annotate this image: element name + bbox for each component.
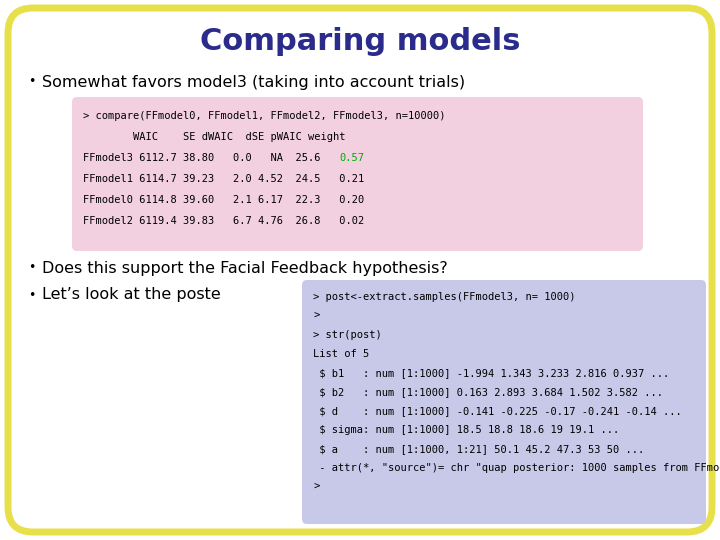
FancyBboxPatch shape <box>8 8 712 532</box>
Text: >: > <box>313 311 319 321</box>
Text: FFmodel1 6114.7 39.23   2.0 4.52  24.5   0.21: FFmodel1 6114.7 39.23 2.0 4.52 24.5 0.21 <box>83 174 364 184</box>
Text: List of 5: List of 5 <box>313 349 369 359</box>
Text: > str(post): > str(post) <box>313 330 382 340</box>
FancyBboxPatch shape <box>302 280 706 524</box>
Text: $ d    : num [1:1000] -0.141 -0.225 -0.17 -0.241 -0.14 ...: $ d : num [1:1000] -0.141 -0.225 -0.17 -… <box>313 406 682 416</box>
Text: WAIC    SE dWAIC  dSE pWAIC weight: WAIC SE dWAIC dSE pWAIC weight <box>83 132 346 142</box>
Text: •: • <box>28 288 35 301</box>
Text: Does this support the Facial Feedback hypothesis?: Does this support the Facial Feedback hy… <box>42 260 448 275</box>
Text: FFmodel0 6114.8 39.60   2.1 6.17  22.3   0.20: FFmodel0 6114.8 39.60 2.1 6.17 22.3 0.20 <box>83 195 364 205</box>
Text: > compare(FFmodel0, FFmodel1, FFmodel2, FFmodel3, n=10000): > compare(FFmodel0, FFmodel1, FFmodel2, … <box>83 111 446 121</box>
Text: $ a    : num [1:1000, 1:21] 50.1 45.2 47.3 53 50 ...: $ a : num [1:1000, 1:21] 50.1 45.2 47.3 … <box>313 444 644 454</box>
Text: > post<-extract.samples(FFmodel3, n= 1000): > post<-extract.samples(FFmodel3, n= 100… <box>313 292 575 302</box>
Text: FFmodel2 6119.4 39.83   6.7 4.76  26.8   0.02: FFmodel2 6119.4 39.83 6.7 4.76 26.8 0.02 <box>83 216 364 226</box>
FancyBboxPatch shape <box>72 97 643 251</box>
Text: 0.57: 0.57 <box>340 153 364 163</box>
Text: Comparing models: Comparing models <box>199 28 521 57</box>
Text: - attr(*, "source")= chr "quap posterior: 1000 samples from FFmodel3": - attr(*, "source")= chr "quap posterior… <box>313 463 720 473</box>
Text: $ sigma: num [1:1000] 18.5 18.8 18.6 19 19.1 ...: $ sigma: num [1:1000] 18.5 18.8 18.6 19 … <box>313 425 619 435</box>
Text: Somewhat favors model3 (taking into account trials): Somewhat favors model3 (taking into acco… <box>42 75 465 90</box>
Text: $ b2   : num [1:1000] 0.163 2.893 3.684 1.502 3.582 ...: $ b2 : num [1:1000] 0.163 2.893 3.684 1.… <box>313 387 663 397</box>
Text: >: > <box>313 482 319 492</box>
Text: FFmodel3 6112.7 38.80   0.0   NA  25.6: FFmodel3 6112.7 38.80 0.0 NA 25.6 <box>83 153 339 163</box>
Text: Let’s look at the poste: Let’s look at the poste <box>42 287 221 302</box>
Text: •: • <box>28 261 35 274</box>
Text: •: • <box>28 76 35 89</box>
Text: $ b1   : num [1:1000] -1.994 1.343 3.233 2.816 0.937 ...: $ b1 : num [1:1000] -1.994 1.343 3.233 2… <box>313 368 670 378</box>
